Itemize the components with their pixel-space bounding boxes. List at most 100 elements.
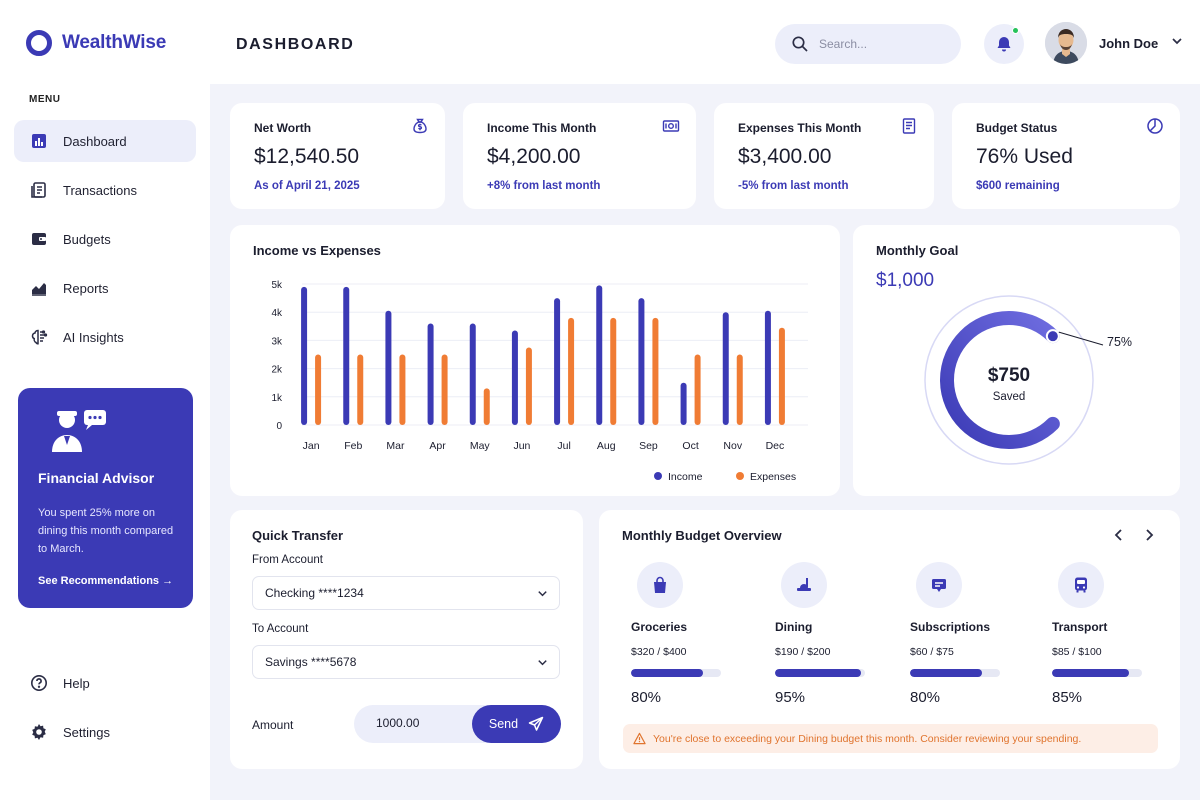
sidebar-item-label: Help	[63, 675, 90, 691]
user-menu[interactable]: John Doe	[1045, 22, 1184, 64]
quick-transfer-card: Quick Transfer From Account Checking ***…	[230, 510, 583, 769]
budget-progress-fill	[631, 669, 703, 677]
budget-alert-text: You're close to exceeding your Dining bu…	[653, 732, 1082, 745]
x-tick-label: Jul	[557, 440, 570, 452]
bus-icon	[1058, 562, 1104, 608]
goal-saved-label: Saved	[992, 391, 1026, 403]
budget-name: Groceries	[631, 620, 688, 634]
sidebar-item-settings[interactable]: Settings	[14, 711, 196, 753]
line-chart-icon	[30, 279, 48, 297]
sidebar-item-budgets[interactable]: Budgets	[14, 218, 196, 260]
goal-percent-label: 75%	[1107, 335, 1133, 349]
budget-progress-track	[910, 669, 1000, 677]
from-account-select[interactable]: Checking ****1234	[252, 576, 560, 610]
to-account-select[interactable]: Savings ****5678	[252, 645, 560, 679]
sidebar-item-label: AI Insights	[63, 329, 124, 345]
financial-advisor-card: Financial Advisor You spent 25% more on …	[18, 388, 193, 608]
chevron-down-icon	[538, 591, 547, 597]
bar-income	[511, 330, 518, 425]
stat-label: Net Worth	[254, 121, 312, 135]
income-card: Income This Month $4,200.00 +8% from las…	[463, 103, 696, 209]
budget-percent: 85%	[1052, 689, 1083, 706]
y-tick-label: 5k	[271, 280, 283, 291]
x-tick-label: Feb	[344, 440, 362, 452]
monthly-goal-card: Monthly Goal $1,000 $750 Saved 75%	[853, 225, 1180, 496]
to-account-label: To Account	[252, 623, 309, 635]
stat-subtext: As of April 21, 2025	[254, 180, 360, 192]
goal-inner-disc	[949, 320, 1069, 440]
see-recommendations-link[interactable]: See Recommendations →	[38, 575, 174, 587]
budget-progress-track	[775, 669, 865, 677]
amount-label: Amount	[252, 718, 294, 732]
transfer-title: Quick Transfer	[252, 528, 344, 543]
next-button[interactable]	[1140, 526, 1158, 544]
advisor-title: Financial Advisor	[38, 470, 155, 486]
budget-title: Monthly Budget Overview	[622, 528, 782, 543]
bar-expenses	[694, 354, 701, 425]
send-icon	[528, 716, 544, 731]
document-list-icon	[30, 181, 48, 199]
x-tick-label: Oct	[682, 440, 698, 452]
sidebar-item-help[interactable]: Help	[14, 662, 196, 704]
y-tick-label: 1k	[271, 393, 283, 404]
budget-name: Dining	[775, 620, 813, 634]
gear-icon	[30, 723, 48, 741]
budget-amount: $320 / $400	[631, 646, 687, 658]
goal-progress-knob	[1045, 329, 1060, 344]
sidebar-item-reports[interactable]: Reports	[14, 267, 196, 309]
x-tick-label: Apr	[429, 440, 446, 452]
search-bar[interactable]	[775, 24, 961, 64]
bell-icon	[997, 37, 1011, 52]
legend-label: Expenses	[750, 471, 796, 483]
help-circle-icon	[30, 674, 48, 692]
from-account-value: Checking ****1234	[265, 586, 364, 600]
sidebar-bottom-nav: Help Settings	[14, 662, 196, 760]
goal-amount: $1,000	[876, 270, 935, 291]
stat-label: Income This Month	[487, 121, 597, 135]
bar-income	[596, 285, 603, 425]
logo[interactable]: WealthWise	[26, 30, 166, 56]
x-tick-label: Jan	[303, 440, 320, 452]
x-tick-label: Jun	[513, 440, 530, 452]
bar-expenses	[525, 347, 532, 425]
previous-button[interactable]	[1110, 526, 1128, 544]
budget-overview-card: Monthly Budget Overview Groceries $320 /…	[599, 510, 1180, 769]
y-tick-label: 2k	[271, 365, 283, 376]
stat-value: $12,540.50	[254, 145, 360, 168]
bar-expenses	[778, 327, 785, 425]
stat-subtext: -5% from last month	[738, 180, 849, 192]
y-tick-label: 0	[276, 421, 282, 432]
send-label: Send	[488, 717, 519, 731]
brand-name: WealthWise	[62, 32, 167, 53]
sidebar-item-label: Settings	[63, 724, 110, 740]
budget-progress-fill	[910, 669, 982, 677]
income-expenses-chart-card: Income vs Expenses 0 1k 2k 3k 4k 5k Jan Feb Mar A…	[230, 225, 840, 496]
receipt-icon	[900, 117, 918, 135]
money-bag-icon	[411, 117, 429, 135]
brain-icon	[30, 328, 48, 346]
budget-progress-track	[1052, 669, 1142, 677]
send-button[interactable]: Send	[472, 705, 561, 743]
income-expenses-chart: 0 1k 2k 3k 4k 5k Jan Feb Mar Apr May Jun Jul Aug Sep Oc…	[271, 280, 808, 483]
x-tick-label: Mar	[386, 440, 405, 452]
goal-progress-ring	[924, 295, 1104, 465]
bar-income	[722, 312, 729, 425]
chevron-down-icon	[538, 660, 547, 666]
bar-chart-icon	[30, 132, 48, 150]
search-input[interactable]	[819, 37, 939, 51]
sidebar-item-label: Transactions	[63, 182, 137, 198]
page-title: DASHBOARD	[236, 36, 355, 53]
y-tick-label: 4k	[271, 308, 283, 319]
x-tick-label: May	[470, 440, 491, 452]
goal-saved-value: $750	[987, 365, 1031, 386]
sidebar-item-dashboard[interactable]: Dashboard	[14, 120, 196, 162]
advisor-icon	[50, 406, 130, 452]
sidebar-item-ai-insights[interactable]: AI Insights	[14, 316, 196, 358]
sidebar-item-transactions[interactable]: Transactions	[14, 169, 196, 211]
goal-progress-arc	[940, 311, 1060, 449]
expenses-card: Expenses This Month $3,400.00 -5% from l…	[714, 103, 934, 209]
bar-income	[554, 298, 561, 425]
bar-expenses	[483, 388, 490, 425]
notifications-button[interactable]	[984, 24, 1024, 64]
